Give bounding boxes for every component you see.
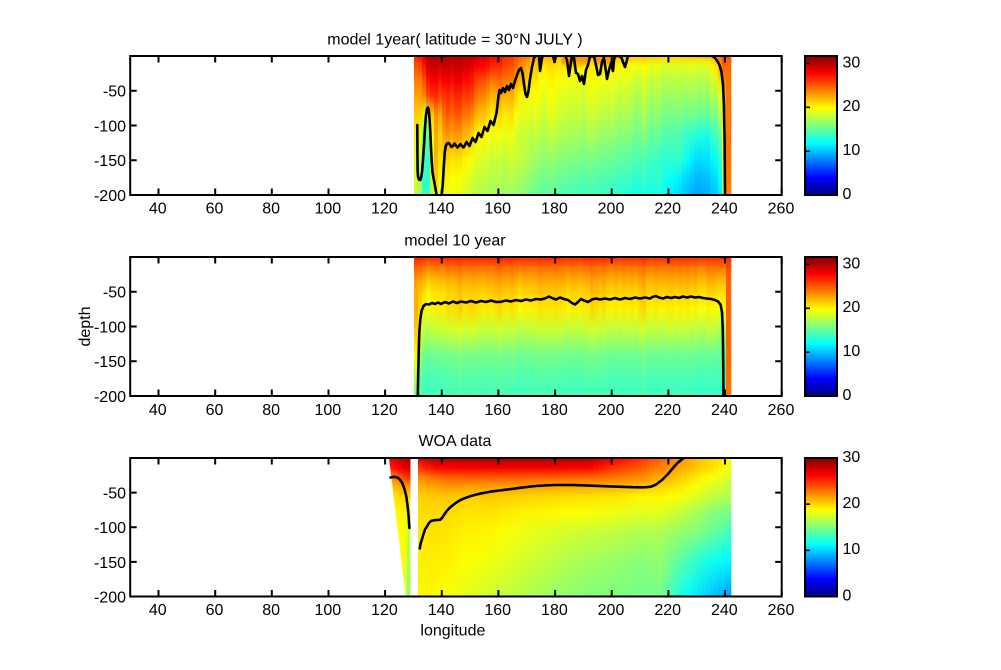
svg-text:60: 60 [206, 200, 224, 217]
svg-text:20: 20 [843, 98, 861, 115]
svg-text:WOA data: WOA data [418, 433, 491, 450]
svg-text:-200: -200 [94, 589, 126, 606]
svg-text:240: 240 [711, 602, 738, 619]
svg-text:10: 10 [843, 343, 861, 360]
svg-text:-150: -150 [94, 354, 126, 371]
svg-text:-200: -200 [94, 389, 126, 406]
svg-text:-100: -100 [94, 319, 126, 336]
svg-text:160: 160 [484, 200, 511, 217]
svg-text:60: 60 [206, 402, 224, 419]
svg-text:200: 200 [598, 402, 625, 419]
svg-text:260: 260 [768, 200, 795, 217]
svg-text:model 10 year: model 10 year [404, 233, 506, 250]
svg-text:220: 220 [654, 200, 681, 217]
svg-text:-100: -100 [94, 520, 126, 537]
svg-text:-50: -50 [103, 285, 126, 302]
svg-text:60: 60 [206, 602, 224, 619]
svg-text:-150: -150 [94, 555, 126, 572]
svg-text:-100: -100 [94, 118, 126, 135]
svg-text:160: 160 [484, 402, 511, 419]
svg-text:20: 20 [843, 299, 861, 316]
svg-text:40: 40 [149, 200, 167, 217]
svg-text:depth: depth [77, 306, 94, 346]
svg-text:120: 120 [371, 402, 398, 419]
svg-text:180: 180 [541, 402, 568, 419]
svg-text:-150: -150 [94, 153, 126, 170]
svg-text:80: 80 [262, 602, 280, 619]
svg-text:100: 100 [314, 602, 341, 619]
svg-text:30: 30 [843, 255, 861, 272]
svg-text:100: 100 [314, 402, 341, 419]
svg-text:0: 0 [843, 587, 852, 604]
svg-text:30: 30 [843, 449, 861, 466]
svg-text:-200: -200 [94, 188, 126, 205]
svg-text:40: 40 [149, 602, 167, 619]
svg-text:200: 200 [598, 602, 625, 619]
svg-text:240: 240 [711, 402, 738, 419]
svg-text:100: 100 [314, 200, 341, 217]
svg-text:260: 260 [768, 602, 795, 619]
svg-text:40: 40 [149, 402, 167, 419]
svg-text:160: 160 [484, 602, 511, 619]
svg-text:-50: -50 [103, 486, 126, 503]
svg-text:240: 240 [711, 200, 738, 217]
svg-text:20: 20 [843, 495, 861, 512]
svg-text:10: 10 [843, 541, 861, 558]
svg-text:80: 80 [262, 402, 280, 419]
svg-text:-50: -50 [103, 84, 126, 101]
svg-text:120: 120 [371, 200, 398, 217]
svg-text:220: 220 [654, 602, 681, 619]
svg-text:longitude: longitude [420, 623, 485, 640]
svg-text:200: 200 [598, 200, 625, 217]
svg-text:260: 260 [768, 402, 795, 419]
svg-text:140: 140 [428, 200, 455, 217]
svg-text:180: 180 [541, 602, 568, 619]
svg-text:30: 30 [843, 54, 861, 71]
svg-text:0: 0 [843, 387, 852, 404]
svg-text:220: 220 [654, 402, 681, 419]
svg-text:10: 10 [843, 142, 861, 159]
svg-text:0: 0 [843, 186, 852, 203]
svg-text:180: 180 [541, 200, 568, 217]
svg-text:120: 120 [371, 602, 398, 619]
svg-text:80: 80 [262, 200, 280, 217]
svg-text:model 1year( latitude = 30°N J: model 1year( latitude = 30°N JULY ) [327, 31, 582, 48]
svg-text:140: 140 [428, 402, 455, 419]
svg-text:140: 140 [428, 602, 455, 619]
